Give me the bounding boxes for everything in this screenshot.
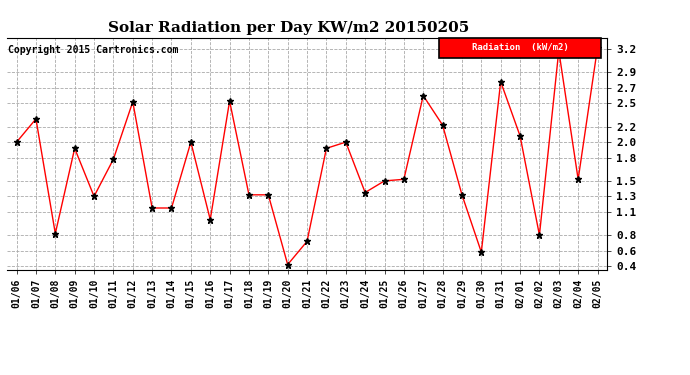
FancyBboxPatch shape [439, 38, 601, 58]
Text: Radiation  (kW/m2): Radiation (kW/m2) [472, 44, 569, 52]
Title: Solar Radiation per Day KW/m2 20150205: Solar Radiation per Day KW/m2 20150205 [108, 21, 470, 35]
Text: Copyright 2015 Cartronics.com: Copyright 2015 Cartronics.com [8, 45, 179, 55]
